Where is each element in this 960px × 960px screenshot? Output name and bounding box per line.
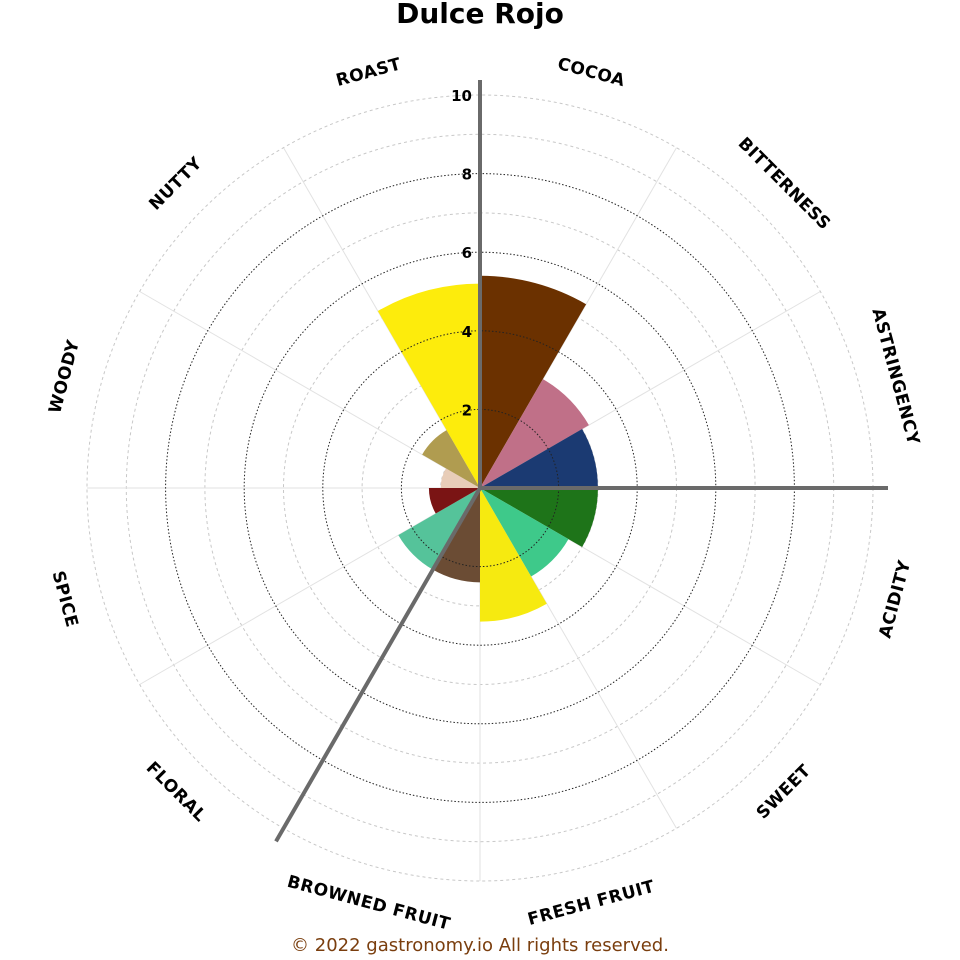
bar-acidity: [480, 488, 598, 547]
category-label: SWEET: [753, 761, 815, 823]
radial-tick-label: 4: [462, 323, 472, 341]
category-label: NUTTY: [145, 153, 206, 214]
bar-spice: [428, 488, 480, 514]
category-label: BROWNED FRUIT: [285, 872, 453, 935]
bar-cocoa: [480, 275, 587, 488]
radial-tick-label: 8: [462, 166, 472, 184]
category-label: COCOA: [555, 54, 627, 91]
bar-floral: [398, 488, 480, 570]
copyright-footer: © 2022 gastronomy.io All rights reserved…: [291, 935, 669, 956]
radial-tick-label: 6: [462, 244, 472, 262]
chart-title: Dulce Rojo: [396, 0, 564, 30]
category-label: BITTERNESS: [734, 134, 835, 235]
bar-fresh-fruit: [480, 488, 547, 622]
category-label: FLORAL: [142, 758, 210, 826]
category-label: ROAST: [334, 54, 404, 91]
category-label: ACIDITY: [875, 558, 915, 640]
category-label: ASTRINGENCY: [867, 306, 923, 447]
radial-tick-label: 2: [462, 401, 472, 419]
category-label: FRESH FRUIT: [526, 877, 657, 930]
bar-sweet: [480, 488, 569, 577]
bar-bitterness: [480, 379, 589, 488]
grid-spoke: [139, 487, 481, 685]
category-label: SPICE: [48, 569, 82, 630]
bar-astringency: [480, 429, 598, 488]
radial-tick-label: 10: [451, 87, 472, 105]
highlight-axis: [274, 487, 482, 843]
overlay-layer: [86, 80, 888, 882]
bar-nutty: [422, 430, 480, 488]
bar-roast: [377, 283, 480, 488]
ticks-layer: 2 4 6 8 10: [451, 87, 472, 419]
category-label: WOODY: [45, 338, 84, 416]
bar-woody: [440, 468, 480, 488]
